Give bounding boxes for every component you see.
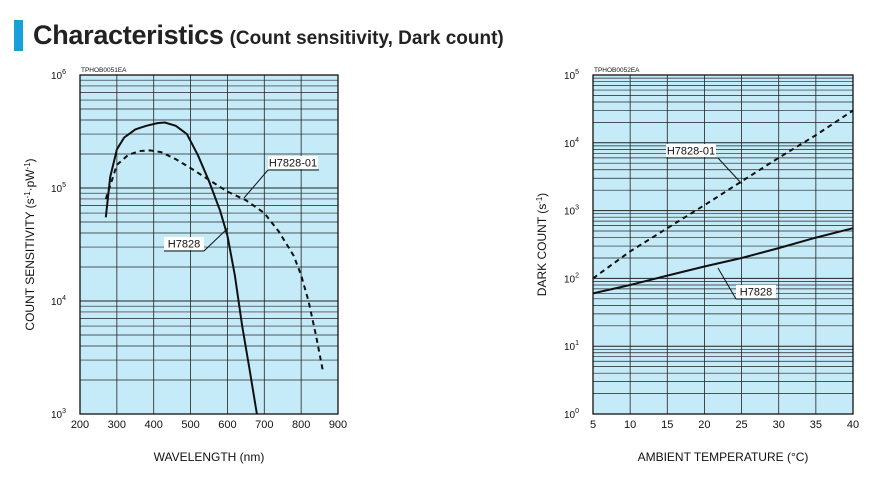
callout-background bbox=[164, 237, 204, 250]
series-line-h7828-01 bbox=[104, 149, 325, 374]
series-line-h7828 bbox=[592, 227, 854, 295]
plot-background bbox=[80, 75, 338, 414]
x-tick-label: 10 bbox=[624, 419, 636, 431]
y-tick-label: 103 bbox=[564, 205, 579, 218]
plot-frame bbox=[79, 74, 339, 415]
callout-background bbox=[666, 144, 716, 157]
x-tick-label: 700 bbox=[255, 419, 273, 431]
x-axis-label: AMBIENT TEMPERATURE (°C) bbox=[638, 450, 809, 464]
x-tick-label: 400 bbox=[145, 419, 163, 431]
y-tick-label: 105 bbox=[51, 182, 66, 195]
callout-leader bbox=[717, 157, 743, 185]
callout-leader bbox=[203, 227, 229, 252]
x-tick-label: 15 bbox=[661, 419, 673, 431]
x-tick-label: 600 bbox=[218, 419, 236, 431]
y-tick-label: 102 bbox=[564, 272, 579, 285]
y-tick-label: 105 bbox=[564, 69, 579, 82]
series-label: H7828-01 bbox=[269, 158, 317, 170]
series-line-h7828 bbox=[104, 121, 258, 415]
title-main: Characteristics bbox=[33, 20, 224, 50]
y-tick-label: 101 bbox=[564, 340, 579, 353]
y-tick-label: 103 bbox=[51, 408, 66, 421]
chart-code: TPHOB0051EA bbox=[81, 67, 127, 74]
callout-leader bbox=[717, 267, 737, 300]
x-axis-label: WAVELENGTH (nm) bbox=[154, 450, 265, 464]
x-tick-label: 30 bbox=[773, 419, 785, 431]
x-tick-label: 200 bbox=[71, 419, 89, 431]
title-subtitle: (Count sensitivity, Dark count) bbox=[229, 28, 504, 49]
x-tick-label: 900 bbox=[329, 419, 347, 431]
chart-code: TPHOB0052EA bbox=[594, 67, 640, 74]
series-label: H7828 bbox=[168, 239, 200, 251]
series-callout: H7828 bbox=[164, 227, 229, 252]
x-tick-label: 25 bbox=[735, 419, 747, 431]
y-tick-label: 106 bbox=[51, 69, 66, 82]
x-tick-label: 5 bbox=[590, 419, 596, 431]
series-callout: H7828 bbox=[717, 267, 778, 300]
x-tick-label: 500 bbox=[181, 419, 199, 431]
series-line-h7828-01 bbox=[592, 109, 854, 280]
x-tick-label: 300 bbox=[108, 419, 126, 431]
y-tick-label: 100 bbox=[564, 408, 579, 421]
series-callout: H7828-01 bbox=[666, 144, 743, 185]
y-axis-label: COUNT SENSITIVITY (s-1·pW-1) bbox=[23, 158, 38, 330]
grid bbox=[79, 75, 339, 415]
series-label: H7828 bbox=[740, 287, 772, 299]
series-label: H7828-01 bbox=[667, 146, 715, 158]
y-tick-label: 104 bbox=[51, 295, 66, 308]
title-accent-bar bbox=[14, 20, 23, 51]
series-callout: H7828-01 bbox=[243, 156, 319, 199]
page-title: Characteristics (Count sensitivity, Dark … bbox=[33, 20, 504, 51]
y-tick-label: 104 bbox=[564, 137, 579, 150]
x-tick-label: 20 bbox=[698, 419, 710, 431]
callout-background bbox=[736, 285, 776, 298]
y-axis-label: DARK COUNT (s-1) bbox=[535, 193, 550, 296]
callout-leader bbox=[243, 169, 269, 199]
x-tick-label: 40 bbox=[847, 419, 859, 431]
plot-frame bbox=[592, 74, 854, 415]
plot-background bbox=[593, 75, 853, 414]
x-tick-label: 35 bbox=[810, 419, 822, 431]
x-tick-label: 800 bbox=[292, 419, 310, 431]
callout-background bbox=[268, 156, 318, 169]
